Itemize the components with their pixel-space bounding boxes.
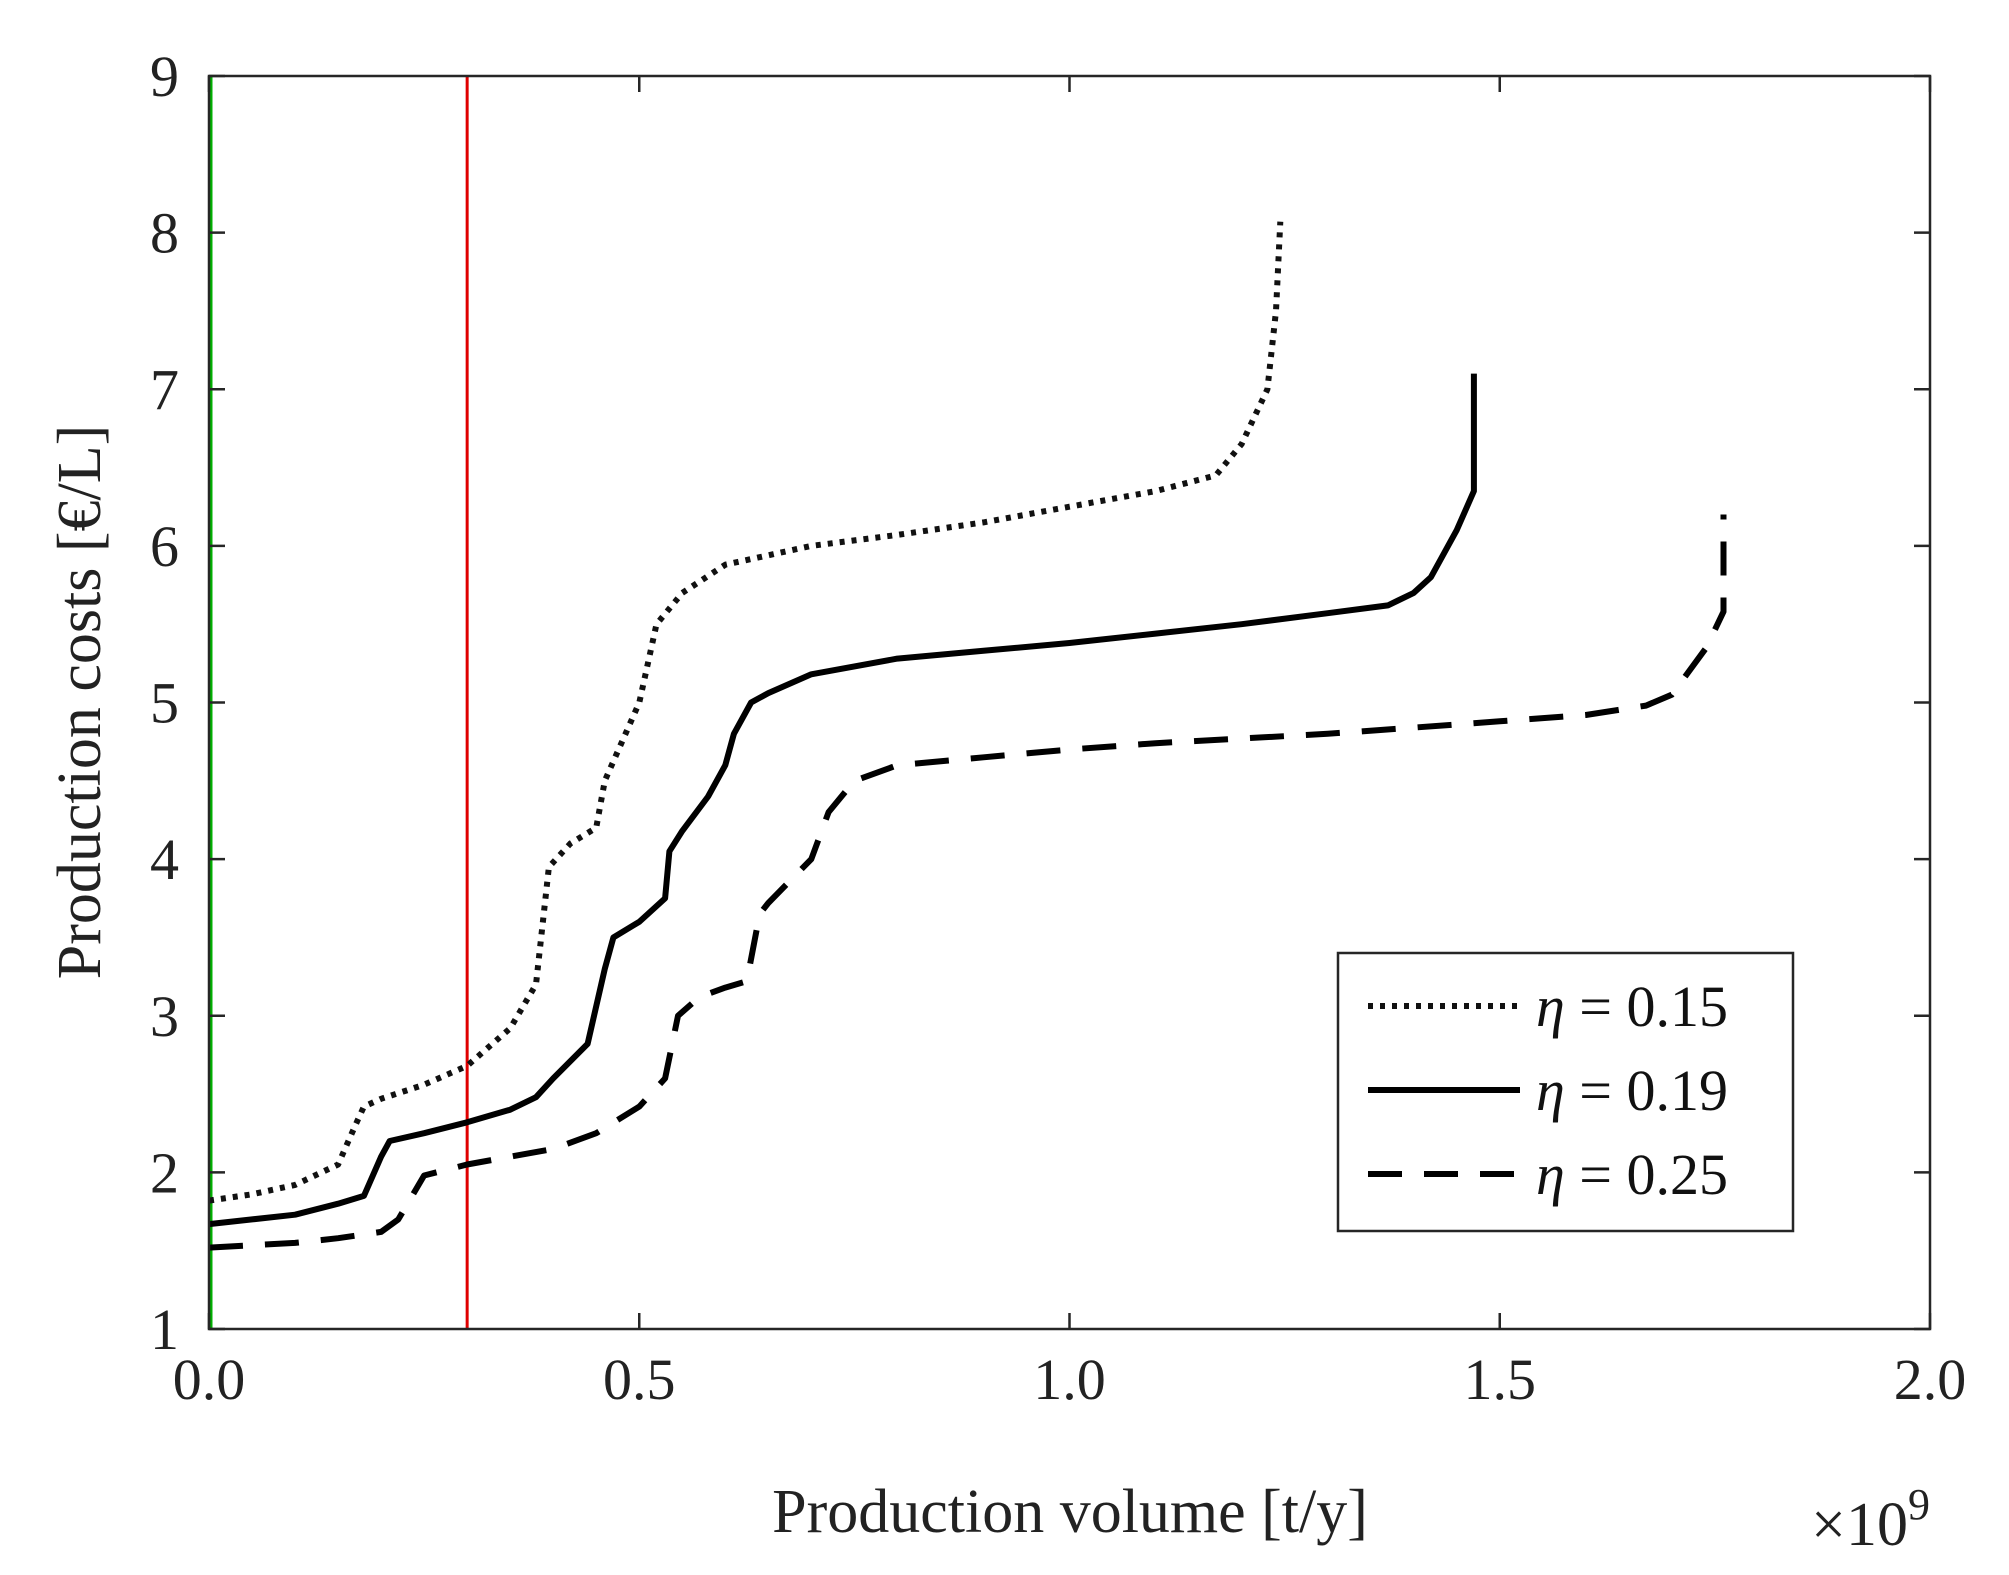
legend-label-2: η = 0.19 (1536, 1058, 1728, 1123)
y-tick-label: 6 (150, 514, 179, 579)
plot-frame (207, 74, 1932, 1331)
legend-symbol: η (1536, 1058, 1565, 1123)
series-line-3 (208, 514, 1727, 1251)
y-tick-label: 7 (150, 357, 179, 422)
legend: η = 0.15η = 0.19η = 0.25 (1336, 951, 1795, 1233)
y-tick-label: 9 (150, 44, 179, 109)
series-line-1 (208, 221, 1284, 1204)
x-axis-title: Production volume [t/y] (772, 1478, 1368, 1546)
y-axis-title: Production costs [€/L] (46, 425, 114, 980)
x-axis-scale-base: ×10 (1811, 1491, 1908, 1559)
series-line-2 (208, 373, 1477, 1228)
x-tick-label: 0.5 (603, 1347, 676, 1412)
x-axis-scale-exponent: 9 (1908, 1480, 1930, 1529)
legend-value: = 0.19 (1565, 1058, 1728, 1123)
legend-label-3: η = 0.25 (1536, 1142, 1728, 1207)
x-tick-label: 1.5 (1464, 1347, 1537, 1412)
legend-value: = 0.15 (1565, 974, 1728, 1039)
x-tick-label: 1.0 (1033, 1347, 1106, 1412)
y-tick-label: 2 (150, 1140, 179, 1205)
legend-symbol: η (1536, 1142, 1565, 1207)
legend-value: = 0.25 (1565, 1142, 1728, 1207)
legend-label-1: η = 0.15 (1536, 974, 1728, 1039)
x-axis-scale-factor: ×109 (1811, 1480, 1930, 1559)
legend-symbol: η (1536, 974, 1565, 1039)
x-tick-label: 0.0 (173, 1347, 246, 1412)
y-tick-label: 1 (150, 1297, 179, 1362)
x-tick-label: 2.0 (1894, 1347, 1967, 1412)
y-tick-label: 8 (150, 201, 179, 266)
y-tick-label: 3 (150, 984, 179, 1049)
y-tick-label: 4 (150, 827, 179, 892)
y-tick-label: 5 (150, 671, 179, 736)
